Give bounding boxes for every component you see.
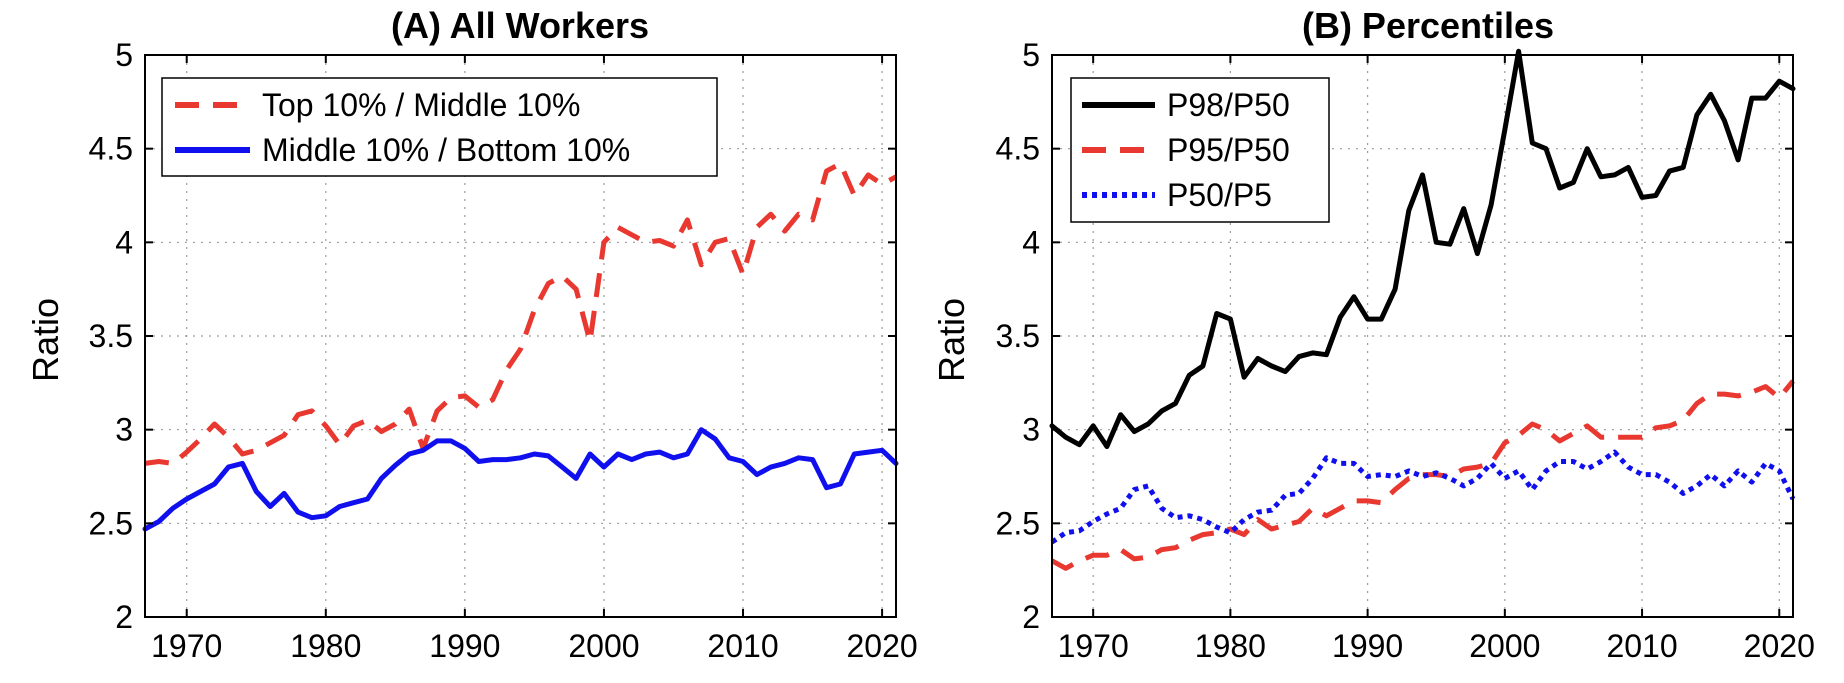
y-tick-label: 2 [115, 599, 133, 635]
gridlines [145, 55, 896, 617]
x-tick-label: 1990 [429, 628, 500, 664]
y-tick-label: 2.5 [996, 505, 1040, 541]
y-tick-label: 3 [1022, 412, 1040, 448]
panel-b-percentiles: (B) Percentiles Ratio 2 2.5 3 3.5 4 4.5 5 1970 1… [931, 5, 1815, 664]
x-tick-label: 2020 [1744, 628, 1815, 664]
chart-title: (B) Percentiles [1302, 5, 1554, 46]
series-line-top-10-middle-10 [144, 161, 898, 466]
legend-label: P50/P5 [1167, 177, 1272, 213]
y-tick-label: 2.5 [89, 505, 133, 541]
y-tick-label: 4 [1022, 224, 1040, 260]
y-tick-label: 3 [115, 412, 133, 448]
x-tick-label: 2000 [568, 628, 639, 664]
series-lines [1049, 48, 1796, 571]
y-tick-label: 3.5 [996, 318, 1040, 354]
legend-label: P98/P50 [1167, 87, 1290, 123]
x-tick-label: 1970 [1058, 628, 1129, 664]
series-line-p50-p5 [1050, 449, 1796, 545]
x-tick-label: 2020 [846, 628, 917, 664]
y-tick-label: 4.5 [996, 131, 1040, 167]
x-tick-label: 2000 [1469, 628, 1540, 664]
x-tick-label: 2010 [1606, 628, 1677, 664]
y-axis-label: Ratio [931, 298, 972, 382]
legend-label: Middle 10% / Bottom 10% [262, 132, 630, 168]
legend-label: P95/P50 [1167, 132, 1290, 168]
x-tick-label: 1980 [290, 628, 361, 664]
chart-title: (A) All Workers [391, 5, 649, 46]
y-tick-label: 4.5 [89, 131, 133, 167]
y-axis-label: Ratio [25, 298, 66, 382]
series-lines [142, 161, 899, 532]
y-tick-label: 5 [115, 37, 133, 73]
y-tick-label: 2 [1022, 599, 1040, 635]
axis-ticks: 2 2.5 3 3.5 4 4.5 5 1970 1980 1990 2000 2010 2020 [89, 37, 918, 664]
x-tick-label: 1980 [1195, 628, 1266, 664]
x-tick-label: 1990 [1332, 628, 1403, 664]
legend-label: Top 10% / Middle 10% [262, 87, 580, 123]
y-tick-label: 5 [1022, 37, 1040, 73]
axis-ticks: 2 2.5 3 3.5 4 4.5 5 1970 1980 1990 2000 2010 2020 [996, 37, 1815, 664]
series-line-p95-p50 [1050, 379, 1795, 571]
legend: Top 10% / Middle 10% Middle 10% / Bottom… [161, 77, 718, 177]
y-tick-label: 3.5 [89, 318, 133, 354]
legend: P98/P50 P95/P50 P50/P5 [1070, 77, 1330, 223]
y-tick-label: 4 [115, 224, 133, 260]
legend-box [161, 77, 718, 177]
series-line-p98-p50 [1049, 48, 1796, 449]
gridlines [1052, 55, 1793, 617]
x-tick-label: 2010 [707, 628, 778, 664]
series-line-middle-10-bottom-10 [142, 427, 899, 532]
panel-a-all-workers: (A) All Workers Ratio 2 2.5 3 3.5 4 4.5 5 1970 1… [25, 5, 918, 664]
x-tick-label: 1970 [151, 628, 222, 664]
